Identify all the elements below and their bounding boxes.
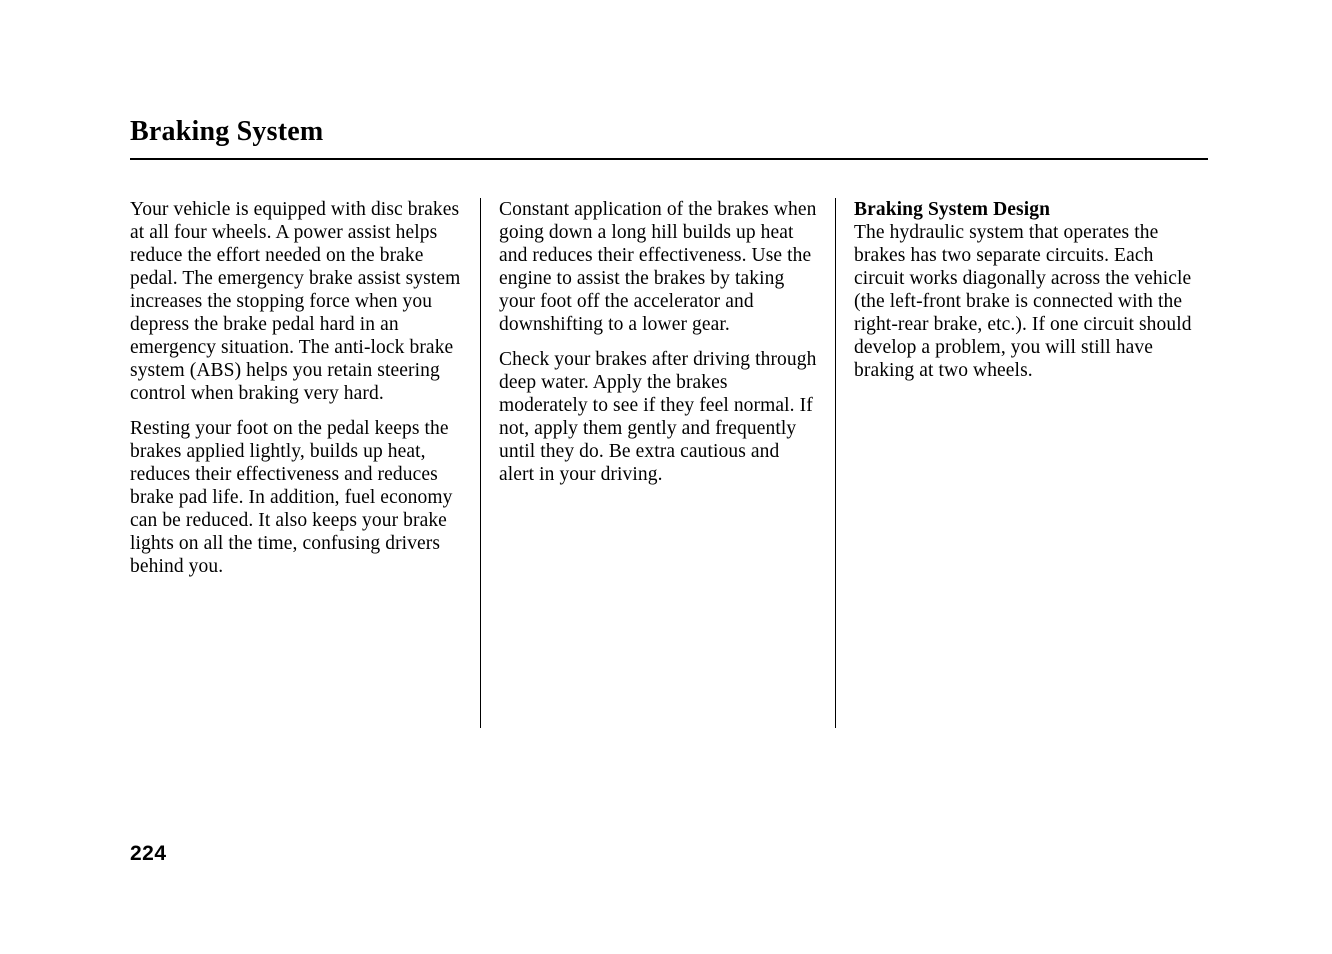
page-title: Braking System [130, 116, 1208, 148]
page-content: Braking System Your vehicle is equipped … [130, 116, 1208, 728]
col3-subheading: Braking System Design [854, 199, 1050, 220]
page-number: 224 [130, 842, 167, 866]
columns-container: Your vehicle is equipped with disc brake… [130, 198, 1208, 728]
column-3: Braking System DesignThe hydraulic syste… [836, 198, 1208, 728]
column-1: Your vehicle is equipped with disc brake… [130, 198, 480, 728]
col2-para-2: Check your brakes after driving through … [499, 348, 817, 486]
column-2: Constant application of the brakes when … [480, 198, 836, 728]
col1-para-1: Your vehicle is equipped with disc brake… [130, 198, 462, 405]
col2-para-1: Constant application of the brakes when … [499, 198, 817, 336]
col3-body-text: The hydraulic system that operates the b… [854, 222, 1192, 381]
title-rule [130, 158, 1208, 160]
col3-para-1: Braking System DesignThe hydraulic syste… [854, 198, 1208, 382]
col1-para-2: Resting your foot on the pedal keeps the… [130, 417, 462, 578]
